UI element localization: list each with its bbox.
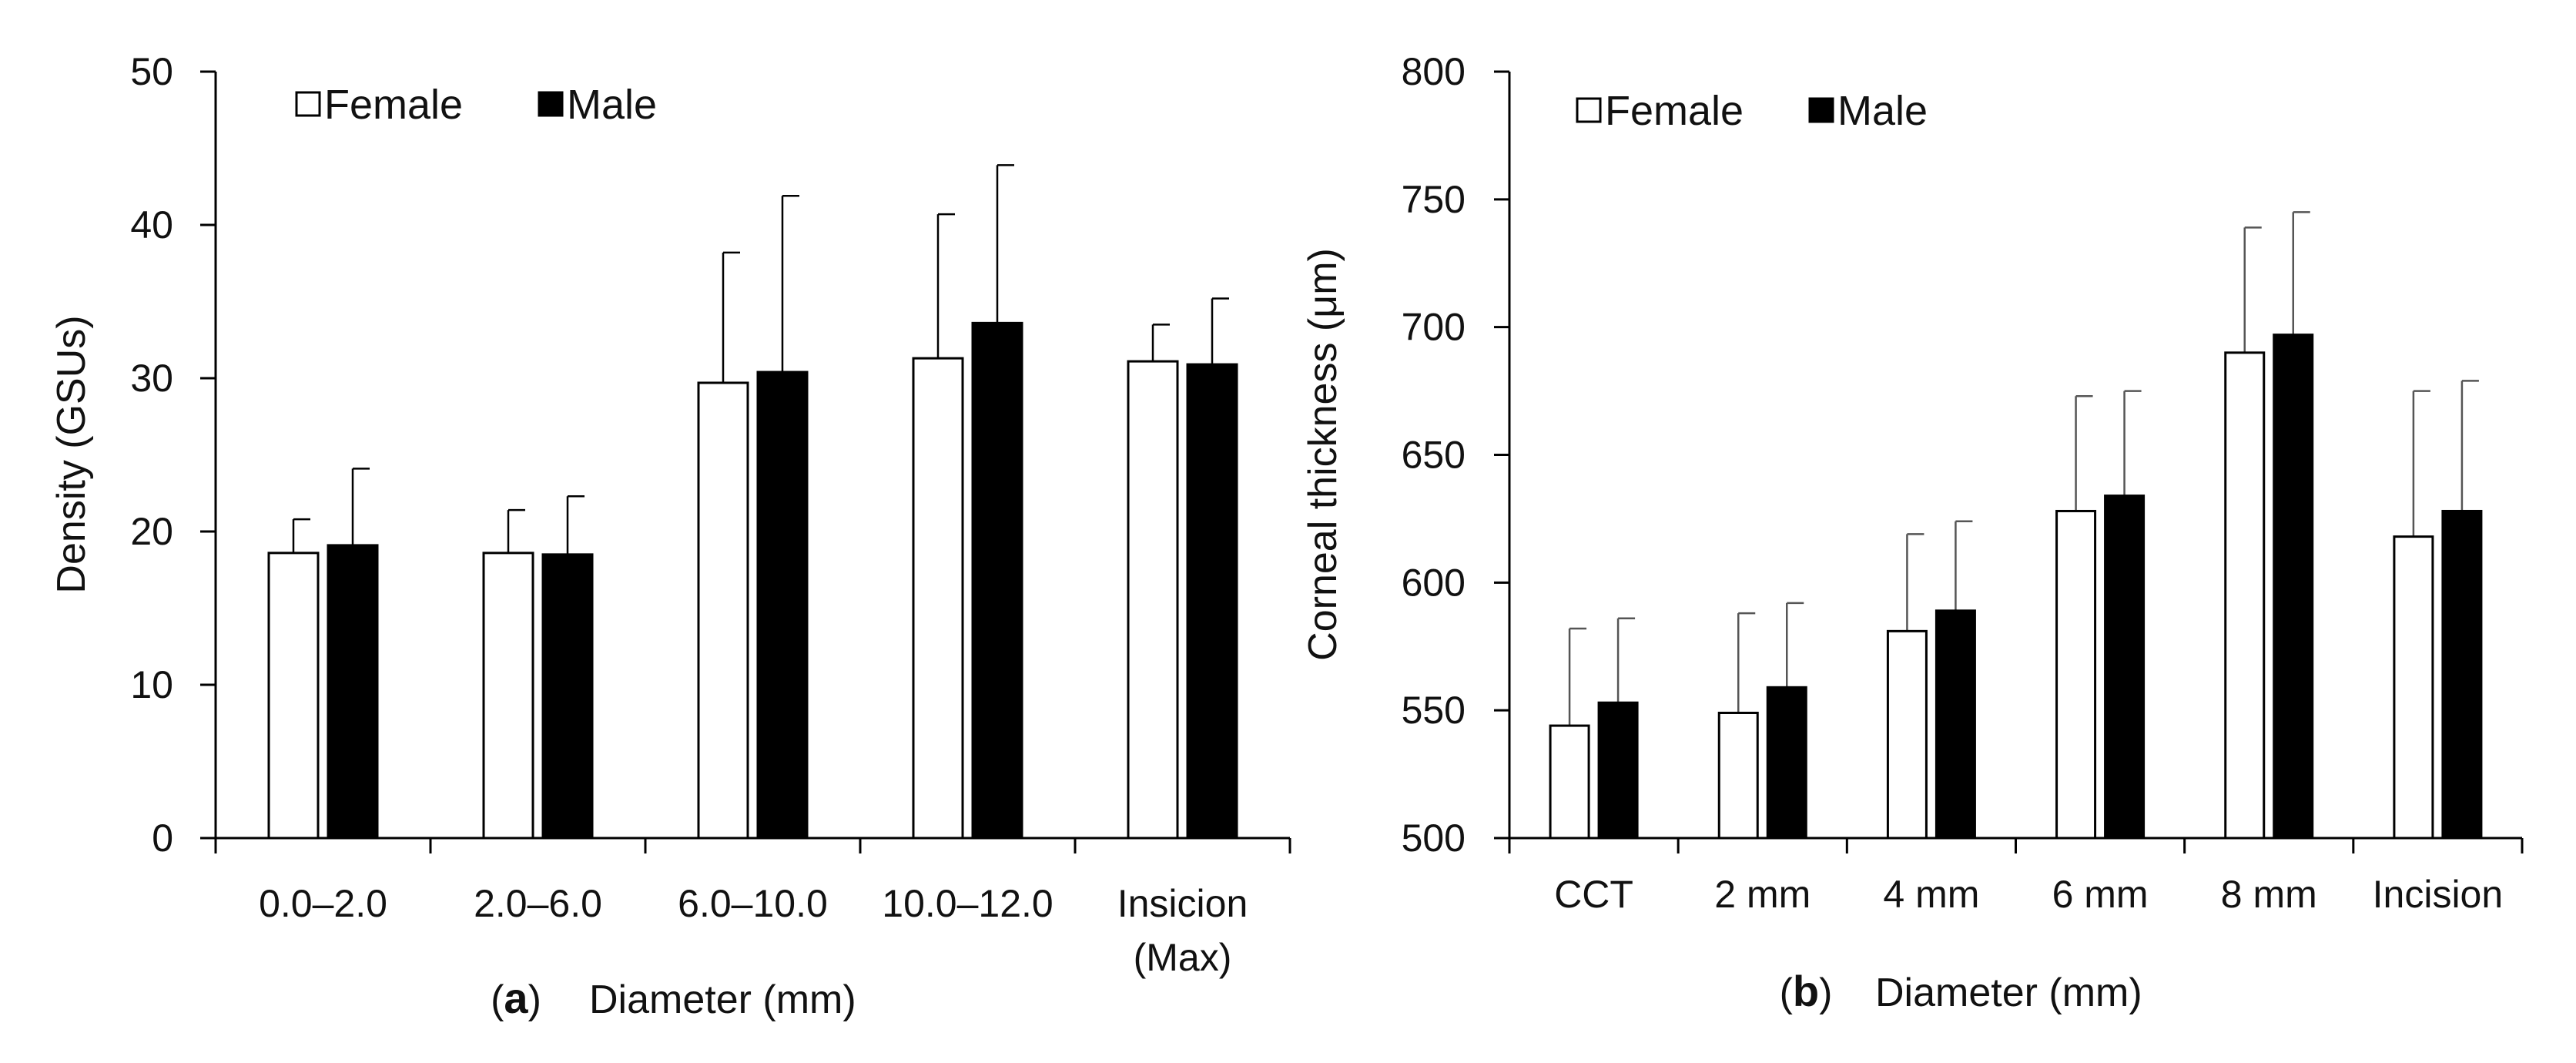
legend-swatch-female <box>295 91 321 117</box>
x-tick-label: Incision <box>2373 873 2504 916</box>
panel-label-close-paren: ) <box>1819 971 1832 1015</box>
male-bar <box>2273 334 2314 840</box>
female-bar <box>2393 535 2434 840</box>
x-tick-label: 2.0–6.0 <box>474 882 602 925</box>
y-tick-label: 20 <box>130 510 173 553</box>
legend-label-male: Male <box>567 82 657 128</box>
panel-label: (b) <box>1780 967 1833 1015</box>
female-bar <box>697 381 749 840</box>
x-tick-label: (Max) <box>1134 936 1232 979</box>
female-bar <box>1717 711 1759 840</box>
panel-a-density-chart: 0 10 20 30 40 50 0.0–2.0 2.0–6.0 6.0–10.0 10.0–12… <box>49 50 1291 1022</box>
male-bar <box>1935 609 1976 840</box>
y-tick-label: 30 <box>130 357 173 400</box>
female-bar <box>2224 351 2266 840</box>
female-bar <box>482 552 534 840</box>
male-bar <box>2104 495 2146 840</box>
panel-letter: a <box>504 974 528 1022</box>
panel-label-close-paren: ) <box>528 977 541 1022</box>
female-bar <box>267 552 320 840</box>
legend-swatch-female <box>1576 97 1602 123</box>
x-tick-label: CCT <box>1554 873 1633 916</box>
y-tick-label: 500 <box>1402 817 1466 860</box>
x-tick-label: 2 mm <box>1714 873 1811 916</box>
x-tick-label: 10.0–12.0 <box>882 882 1053 925</box>
y-tick-label: 550 <box>1402 689 1466 732</box>
y-tick-label: 700 <box>1402 306 1466 349</box>
legend-label-female: Female <box>324 82 463 128</box>
y-axis-title: Density (GSUs) <box>49 315 94 593</box>
x-tick-label: 6.0–10.0 <box>678 882 828 925</box>
female-bar <box>1886 629 1928 840</box>
panel-b-thickness-chart: 500 550 600 650 700 750 800 CCT 2 mm 4 mm 6 mm 8 mm… <box>1301 50 2524 1015</box>
y-tick-label: 600 <box>1402 561 1466 604</box>
male-bar <box>971 321 1023 840</box>
legend-swatch-male <box>1808 97 1834 123</box>
male-bar <box>756 371 809 840</box>
y-tick-label: 800 <box>1402 50 1466 93</box>
female-bar <box>2055 509 2097 840</box>
x-tick-label: Insicion <box>1117 882 1248 925</box>
male-bar <box>1597 701 1639 840</box>
x-tick-label: 4 mm <box>1883 873 1979 916</box>
legend-swatch-male <box>538 91 564 117</box>
legend-label-male: Male <box>1837 88 1928 134</box>
female-bar <box>1549 724 1590 840</box>
panel-label: (a) <box>491 974 541 1022</box>
panel-label-open-paren: ( <box>491 977 504 1022</box>
male-bar <box>541 553 594 840</box>
y-tick-label: 50 <box>130 50 173 93</box>
male-bar <box>327 544 379 840</box>
female-bar <box>912 357 964 840</box>
panel-letter: b <box>1793 967 1819 1015</box>
legend-label-female: Female <box>1605 88 1744 134</box>
x-tick-label: 6 mm <box>2052 873 2149 916</box>
female-bar <box>1127 360 1179 840</box>
x-tick-label: 0.0–2.0 <box>259 882 387 925</box>
y-tick-label: 0 <box>152 817 173 860</box>
y-tick-label: 10 <box>130 663 173 706</box>
male-bar <box>1766 686 1807 840</box>
y-axis-title: Corneal thickness (μm) <box>1301 248 1345 661</box>
male-bar <box>2441 509 2483 840</box>
y-tick-label: 650 <box>1402 434 1466 477</box>
y-tick-label: 750 <box>1402 178 1466 221</box>
x-axis-title: Diameter (mm) <box>1875 971 2142 1015</box>
x-tick-label: 8 mm <box>2221 873 2317 916</box>
panel-label-open-paren: ( <box>1780 971 1794 1015</box>
x-axis-title: Diameter (mm) <box>589 977 856 1022</box>
y-tick-label: 40 <box>130 203 173 246</box>
male-bar <box>1186 363 1238 840</box>
